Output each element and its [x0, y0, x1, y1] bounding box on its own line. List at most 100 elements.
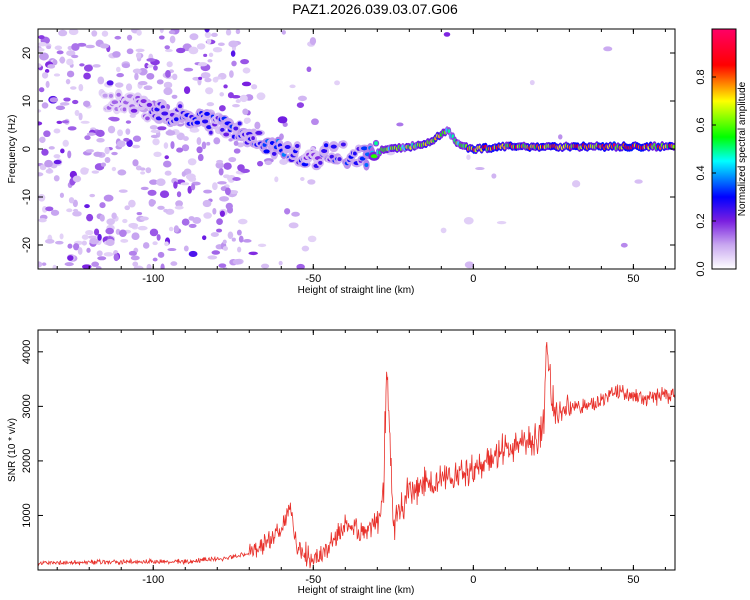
- spectrogram-cell: [396, 122, 404, 127]
- spectrogram-cell: [118, 189, 128, 193]
- spectrogram-cell: [233, 140, 239, 146]
- spectrogram-cell: [206, 102, 215, 107]
- spectrogram-cell: [147, 64, 154, 68]
- spectrogram-cell: [235, 99, 241, 104]
- spectrogram-ridge-cell: [177, 104, 183, 109]
- spectrogram-cell: [53, 128, 61, 134]
- spectrogram-cell: [158, 35, 165, 40]
- spectrogram-cell: [205, 87, 214, 95]
- spectrogram-cell: [66, 70, 75, 78]
- spectrogram-cell: [149, 228, 159, 237]
- spectrogram-ridge-cell: [340, 142, 346, 147]
- spectrogram-cell: [71, 54, 79, 59]
- spectrogram-cell: [203, 212, 212, 219]
- spectrogram-cell: [125, 120, 132, 124]
- spectrogram-cell: [123, 137, 130, 142]
- spectrogram-cell: [44, 69, 50, 73]
- spectrogram-cell: [212, 47, 223, 53]
- spectrogram-cell: [38, 47, 45, 52]
- spectrogram-cell: [55, 240, 64, 245]
- spectrogram-cell: [206, 38, 212, 45]
- spectrogram-cell: [264, 160, 273, 166]
- spectrogram-cell: [144, 62, 149, 69]
- spectrogram-cell: [232, 103, 240, 108]
- spectrogram-cell: [207, 255, 218, 260]
- spectrogram-cell: [66, 208, 73, 213]
- snr-series-line: [38, 341, 675, 569]
- spectrogram-cell: [145, 167, 152, 174]
- spectrogram-ridge-cell: [122, 107, 127, 112]
- spectrogram-cell: [134, 73, 139, 81]
- spectrogram-cell: [463, 217, 474, 225]
- colorbar-tick-label: 0.4: [695, 165, 707, 180]
- spectrogram-cell: [130, 255, 140, 261]
- colorbar-tick-label: 0.6: [695, 117, 707, 132]
- spectrogram-ridge-cell: [323, 143, 329, 148]
- spectrogram-cell: [104, 157, 111, 163]
- spectrogram-cell: [242, 67, 251, 74]
- spectrogram-cell: [189, 127, 200, 133]
- spectrogram-cell: [188, 223, 197, 228]
- spectrogram-ridge-cell: [329, 154, 335, 159]
- spectrogram-cell: [85, 44, 95, 49]
- spectrogram-cell: [202, 235, 207, 241]
- spectrogram-cells: [38, 29, 675, 269]
- spectrogram-cell: [147, 189, 157, 196]
- spectrogram-cell: [139, 167, 146, 171]
- spectrogram-cell: [99, 214, 105, 222]
- spectrogram-cell: [77, 42, 87, 47]
- spectrogram-cell: [146, 58, 156, 62]
- spectrogram-ridge-cell: [206, 125, 212, 130]
- spectrogram-cell: [47, 168, 52, 173]
- spectrogram-cell: [80, 167, 89, 175]
- spectrogram-cell: [136, 211, 143, 216]
- spectrogram-cell: [603, 46, 613, 52]
- spectrogram-cell: [171, 94, 178, 99]
- spectrogram-cell: [99, 202, 106, 209]
- spectrogram-ridge-cell: [108, 93, 114, 98]
- spectrogram-cell: [38, 218, 47, 223]
- spectrogram-cell: [464, 261, 475, 269]
- spectrogram-cell: [180, 182, 190, 186]
- spectrogram-cell: [112, 51, 121, 58]
- spectrogram-cell: [148, 198, 155, 207]
- spectrogram-ridge-cell: [284, 144, 291, 149]
- spectrogram-ridge-cell: [209, 130, 213, 135]
- spectrogram-cell: [77, 247, 83, 255]
- spectrogram-cell: [149, 125, 158, 130]
- spectrogram-cell: [231, 60, 237, 67]
- spectrogram-cell: [240, 58, 250, 65]
- spectrogram-cell: [197, 153, 204, 162]
- spectrogram-cell: [212, 182, 218, 191]
- spectrogram-cell: [64, 262, 74, 267]
- spectrogram-cell: [256, 92, 266, 101]
- spectrogram-cell: [188, 250, 198, 258]
- x-tick-label: -100: [142, 273, 164, 285]
- spectrogram-cell: [67, 243, 73, 249]
- spectrogram-cell: [86, 247, 91, 253]
- spectrogram-cell: [274, 176, 279, 183]
- spectrogram-ridge-cell: [116, 92, 121, 97]
- spectrogram-cell: [121, 63, 131, 69]
- spectrogram-cell: [132, 159, 139, 167]
- spectrogram-cell: [66, 50, 76, 57]
- spectrogram-cell: [216, 218, 223, 225]
- spectrogram-cell: [232, 259, 242, 265]
- spectrogram-cell: [235, 29, 241, 35]
- spectrogram-cell: [278, 260, 283, 266]
- spectrogram-cell: [172, 73, 178, 81]
- spectrogram-cell: [163, 87, 173, 96]
- spectrogram-cell: [301, 245, 310, 252]
- spectrogram-cell: [181, 171, 187, 177]
- spectrogram-cell: [39, 136, 46, 143]
- spectrogram-cell: [122, 218, 128, 224]
- spectrogram-cell: [95, 129, 105, 137]
- spectrogram-cell: [218, 167, 224, 176]
- spectrogram-cell: [97, 76, 105, 85]
- spectrogram-cell: [106, 218, 116, 226]
- spectrogram-cell: [162, 160, 172, 168]
- spectrogram-cell: [216, 159, 224, 164]
